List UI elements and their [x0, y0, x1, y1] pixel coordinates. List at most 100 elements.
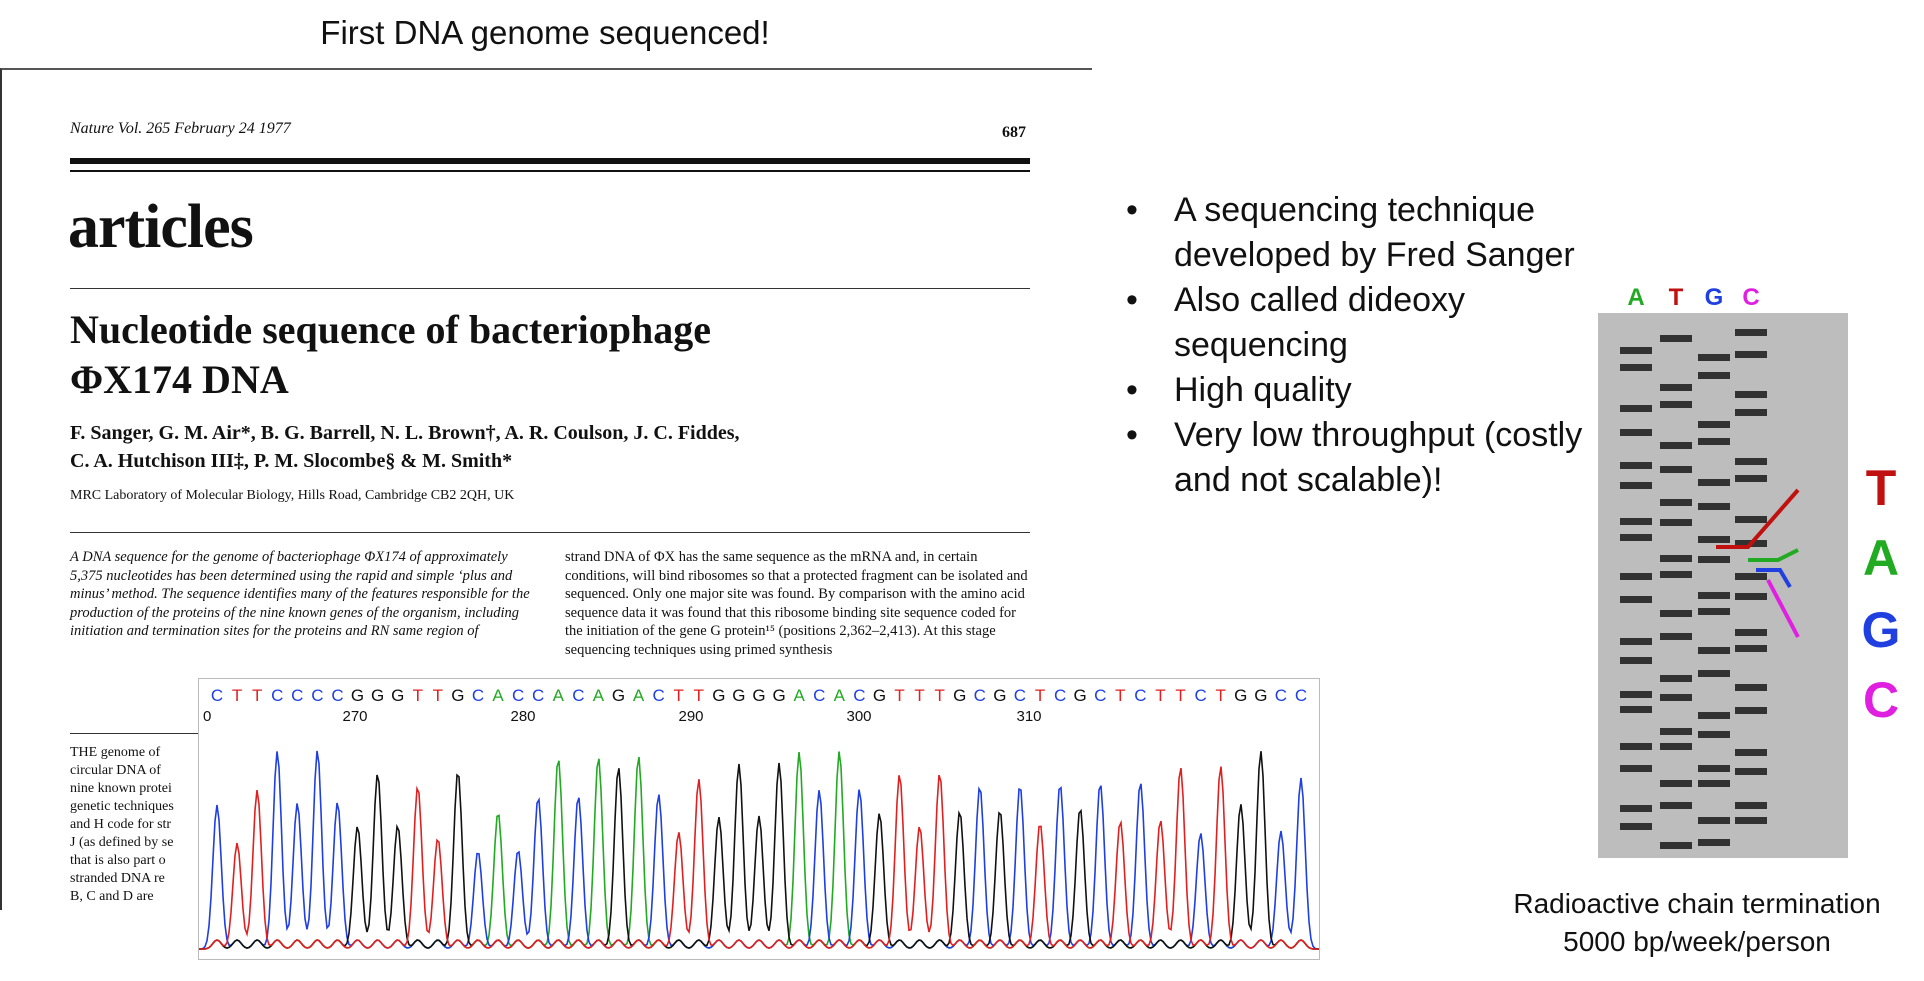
sequence-letter: C [1014, 686, 1026, 705]
sequence-letter: C [1194, 686, 1206, 705]
sequence-letter: G [391, 686, 404, 705]
tick-label: 310 [1016, 708, 1041, 725]
article-title-line2: ΦX174 DNA [70, 357, 289, 402]
sequence-letter: G [612, 686, 625, 705]
gel-band [1620, 657, 1652, 664]
gel-band [1698, 839, 1730, 846]
gel-band [1698, 817, 1730, 824]
paper-scan: Nature Vol. 265 February 24 1977 687 art… [0, 68, 1092, 910]
sequence-letter: G [1074, 686, 1087, 705]
body-text-fragment: THE genome of circular DNA of nine known… [70, 745, 174, 904]
bullet-dot: • [1126, 191, 1138, 229]
gel-band [1735, 391, 1767, 398]
sequence-letter: G [371, 686, 384, 705]
chromatogram-ticks: 0 270 280 290 300 310 [203, 708, 1042, 725]
gel-band [1660, 842, 1692, 849]
gel-band [1735, 768, 1767, 775]
gel-band [1620, 743, 1652, 750]
trace-C [199, 750, 1319, 950]
authors-line1: F. Sanger, G. M. Air*, B. G. Barrell, N.… [70, 422, 740, 444]
gel-band [1620, 765, 1652, 772]
gel-band [1698, 556, 1730, 563]
gel-band [1620, 518, 1652, 525]
sequence-letter: G [351, 686, 364, 705]
gel-band [1735, 475, 1767, 482]
sequence-letter: G [953, 686, 966, 705]
gel-band [1698, 780, 1730, 787]
gel-band [1620, 638, 1652, 645]
sequence-letter: T [433, 686, 443, 705]
bullet-item: • Also called dideoxy sequencing [1120, 278, 1630, 368]
gel-band [1660, 335, 1692, 342]
sequence-letter: C [1295, 686, 1307, 705]
gel-band [1620, 462, 1652, 469]
sequence-letter: A [633, 686, 645, 705]
chromatogram-traces [199, 750, 1319, 950]
gel-lane-label: T [1669, 284, 1684, 311]
gel-band [1735, 645, 1767, 652]
sequence-letter: T [413, 686, 423, 705]
read-line-T [1716, 488, 1800, 549]
sequence-letter: C [291, 686, 303, 705]
gel-band [1620, 429, 1652, 436]
read-letter: T [1866, 460, 1897, 516]
sequence-letter: C [331, 686, 343, 705]
header-rule [70, 158, 1030, 164]
gel-band [1698, 592, 1730, 599]
journal-citation: Nature Vol. 265 February 24 1977 [70, 120, 291, 137]
gel-band [1660, 694, 1692, 701]
sequence-letter: T [934, 686, 944, 705]
sequence-letter: C [1275, 686, 1287, 705]
sequence-letter: C [211, 686, 223, 705]
bullet-dot: • [1126, 416, 1138, 454]
gel-band [1735, 593, 1767, 600]
sequence-letter: G [772, 686, 785, 705]
gel-band [1735, 351, 1767, 358]
sequence-letter: C [813, 686, 825, 705]
tick-label: 270 [342, 708, 367, 725]
sequence-letter: A [834, 686, 846, 705]
affiliation: MRC Laboratory of Molecular Biology, Hil… [70, 488, 515, 503]
sequence-letter: G [1234, 686, 1247, 705]
read-letter: C [1863, 672, 1899, 728]
gel-band [1735, 516, 1767, 523]
gel-band [1698, 670, 1730, 677]
section-rule [70, 288, 1030, 289]
header-rule-thin [70, 170, 1030, 172]
gel-band [1698, 765, 1730, 772]
bullet-item: • A sequencing technique developed by Fre… [1120, 188, 1630, 278]
gel-band [1735, 629, 1767, 636]
sequence-letter: C [1134, 686, 1146, 705]
article-title-line1: Nucleotide sequence of bacteriophage [70, 307, 712, 352]
sequence-letter: G [752, 686, 765, 705]
gel-band [1660, 384, 1692, 391]
gel-band [1698, 421, 1730, 428]
gel-band [1660, 802, 1692, 809]
sequence-letter: G [712, 686, 725, 705]
gel-band [1660, 555, 1692, 562]
gel-band [1660, 442, 1692, 449]
gel-band [1698, 354, 1730, 361]
gel-band [1698, 503, 1730, 510]
column-two-text: strand DNA of ΦX has the same sequence a… [565, 549, 1028, 658]
sequence-letter: T [674, 686, 684, 705]
trace-T [199, 766, 1319, 950]
sequence-letter: C [311, 686, 323, 705]
sequence-letter: C [1094, 686, 1106, 705]
gel-band [1735, 684, 1767, 691]
authors-line2: C. A. Hutchison III‡, P. M. Slocombe§ & … [70, 450, 513, 472]
gel-band [1660, 610, 1692, 617]
sequence-letter: T [1035, 686, 1045, 705]
gel-band [1620, 405, 1652, 412]
read-letter: G [1862, 602, 1901, 658]
sequence-letter: G [732, 686, 745, 705]
gel-band [1735, 817, 1767, 824]
sequence-letter: C [974, 686, 986, 705]
gel-band [1698, 608, 1730, 615]
sequence-letter: C [1054, 686, 1066, 705]
gel-band [1660, 499, 1692, 506]
read-line-G [1756, 568, 1792, 589]
gel-band [1620, 805, 1652, 812]
sequence-letter: T [1215, 686, 1225, 705]
